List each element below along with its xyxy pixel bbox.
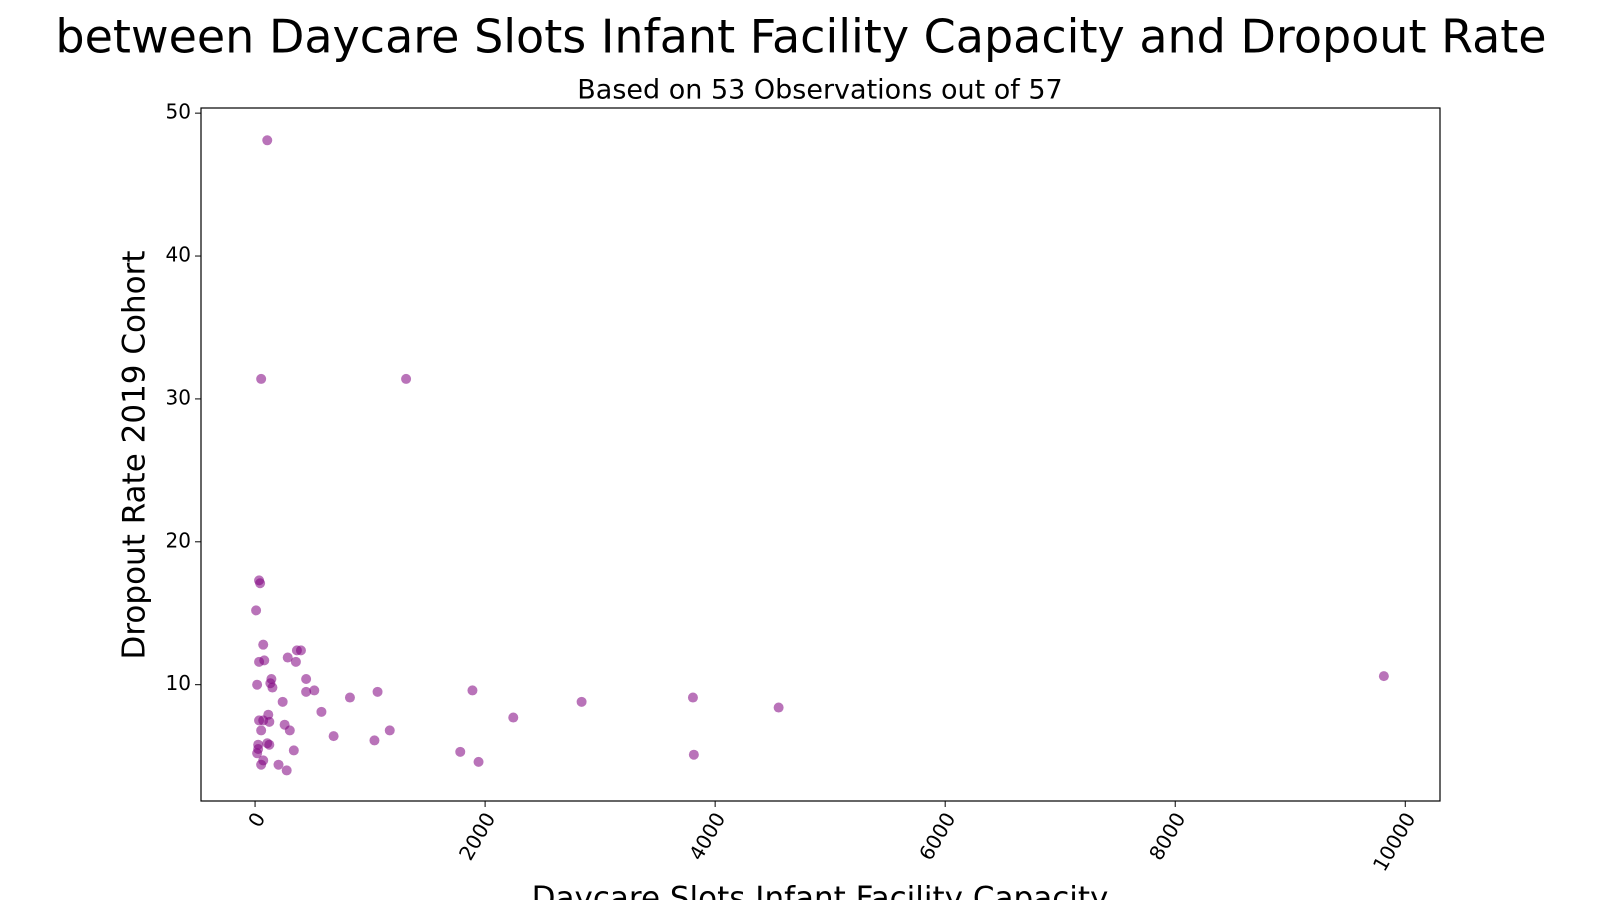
point (288, 745, 299, 756)
point (256, 725, 267, 736)
point (259, 655, 270, 666)
chart-title: between Daycare Slots Infant Facility Ca… (55, 10, 1546, 64)
chart-subtitle: Based on 53 Observations out of 57 (577, 75, 1062, 106)
point (344, 692, 355, 703)
point (281, 765, 292, 776)
y-axis-label: Dropout Rate 2019 Cohort (117, 250, 153, 659)
point (301, 673, 312, 684)
point (251, 605, 262, 616)
point (256, 759, 267, 770)
point (290, 656, 301, 667)
point (264, 739, 275, 750)
x-axis-label: Daycare Slots Infant Facility Capacity (532, 881, 1109, 900)
y-tick-label: 40 (166, 243, 191, 267)
point (282, 652, 293, 663)
x-tick-label: 8000 (1144, 808, 1190, 864)
point (328, 731, 339, 742)
y-tick-label: 50 (166, 100, 191, 124)
y-tick-label: 20 (166, 528, 191, 552)
point (262, 135, 273, 146)
point (252, 748, 263, 759)
x-tick-label: 10000 (1368, 808, 1421, 875)
point (1378, 671, 1389, 682)
point (309, 685, 320, 696)
point (687, 692, 698, 703)
point (256, 373, 267, 384)
plot-frame (200, 107, 1441, 802)
point (252, 679, 263, 690)
point (273, 759, 284, 770)
point (316, 706, 327, 717)
point (258, 715, 269, 726)
point (455, 746, 466, 757)
x-tick-label: 0 (243, 808, 270, 831)
point (372, 686, 383, 697)
point (473, 756, 484, 767)
point (267, 682, 278, 693)
point (295, 645, 306, 656)
point (258, 639, 269, 650)
point (277, 696, 288, 707)
y-tick-label: 10 (166, 671, 191, 695)
point (688, 749, 699, 760)
point (401, 373, 412, 384)
point (576, 696, 587, 707)
x-tick-label: 2000 (454, 808, 500, 864)
point (255, 578, 266, 589)
point (508, 712, 519, 723)
x-tick-label: 6000 (914, 808, 960, 864)
x-tick-label: 4000 (684, 808, 730, 864)
point (773, 702, 784, 713)
point (369, 735, 380, 746)
point (467, 685, 478, 696)
point (284, 725, 295, 736)
point (384, 725, 395, 736)
point (301, 686, 312, 697)
y-tick-label: 30 (166, 385, 191, 409)
